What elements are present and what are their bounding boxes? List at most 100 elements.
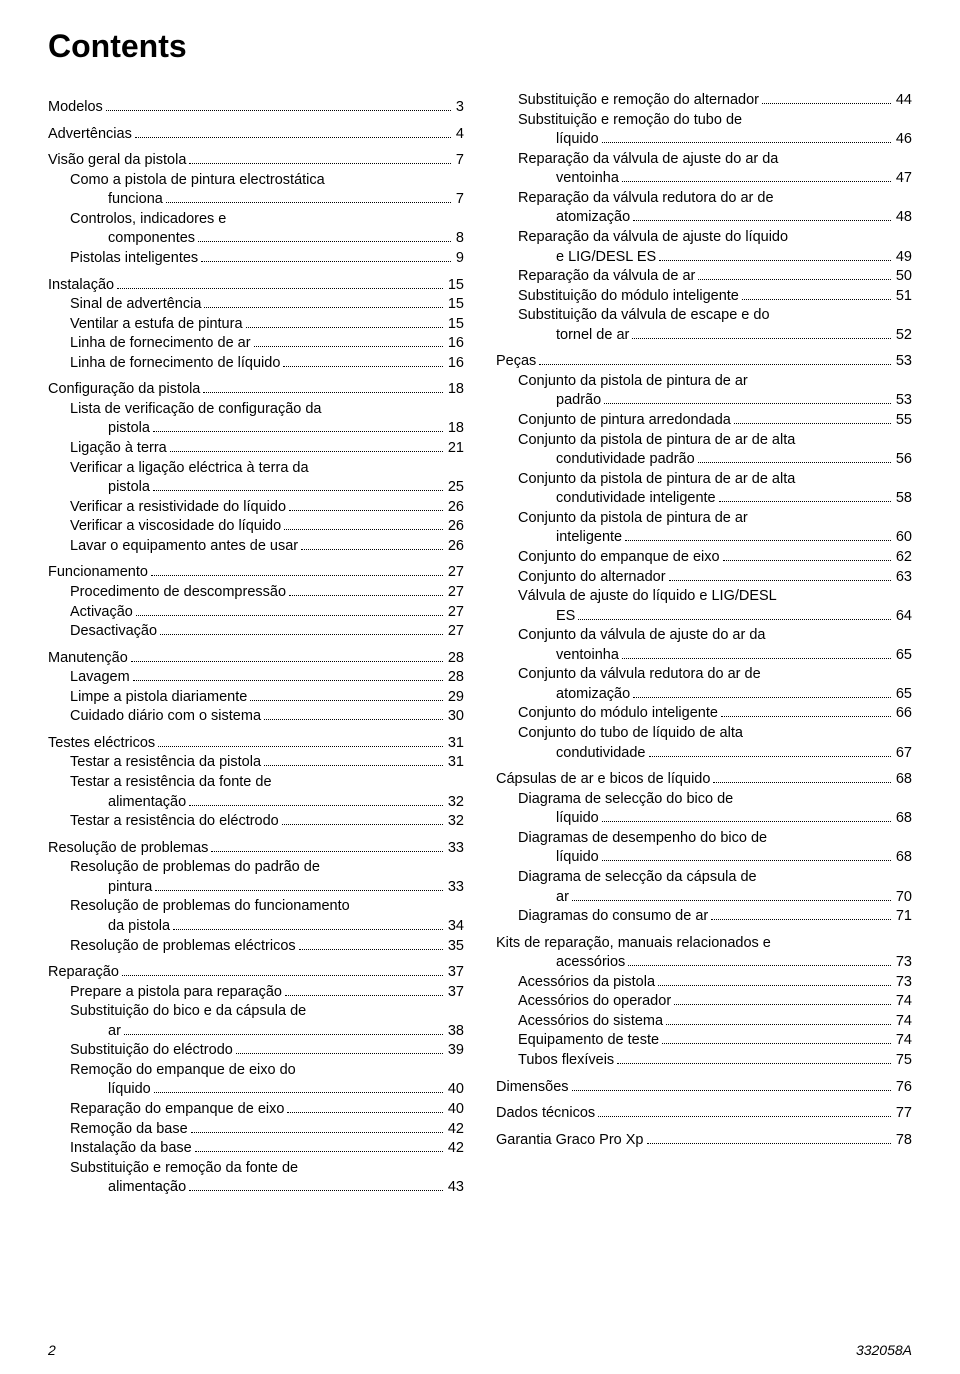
toc-entry: Instalação da base42 [48, 1139, 464, 1159]
toc-label: Reparação da válvula de ar [518, 267, 695, 287]
toc-page: 34 [446, 917, 464, 937]
toc-page: 66 [894, 704, 912, 724]
toc-entry: Acessórios do operador74 [496, 992, 912, 1012]
toc-label: Substituição da válvula de escape e do [518, 306, 770, 326]
toc-page: 40 [446, 1080, 464, 1100]
toc-label: Ligação à terra [70, 439, 167, 459]
toc-entry: Conjunto da válvula redutora do ar de [496, 665, 912, 685]
toc-leader [198, 241, 451, 242]
toc-entry: Conjunto do alternador63 [496, 568, 912, 588]
toc-page: 63 [894, 568, 912, 588]
toc-page: 7 [454, 190, 464, 210]
toc-page: 9 [454, 249, 464, 269]
toc-label: Conjunto do módulo inteligente [518, 704, 718, 724]
toc-page: 51 [894, 287, 912, 307]
toc-leader [659, 260, 891, 261]
toc-entry: Substituição e remoção da fonte de [48, 1159, 464, 1179]
toc-page: 37 [446, 983, 464, 1003]
toc-entry: Instalação15 [48, 276, 464, 296]
toc-entry-continuation: acessórios73 [496, 953, 912, 973]
toc-page: 21 [446, 439, 464, 459]
toc-label: Substituição do bico e da cápsula de [70, 1002, 306, 1022]
toc-label: Prepare a pistola para reparação [70, 983, 282, 1003]
toc-leader [632, 338, 891, 339]
toc-leader [285, 995, 443, 996]
toc-column-right: Substituição e remoção do alternador44Su… [496, 91, 912, 1198]
toc-leader [287, 1112, 442, 1113]
toc-label: Reparação da válvula de ajuste do ar da [518, 150, 778, 170]
toc-entry: Dados técnicos77 [496, 1104, 912, 1124]
toc-label: Substituição do módulo inteligente [518, 287, 739, 307]
toc-page: 77 [894, 1104, 912, 1124]
toc-entry: Substituição da válvula de escape e do [496, 306, 912, 326]
toc-label-cont: e LIG/DESL ES [556, 248, 656, 268]
toc-page: 27 [446, 603, 464, 623]
toc-page: 29 [446, 688, 464, 708]
toc-entry: Lavagem 28 [48, 668, 464, 688]
toc-label: Lista de verificação de configuração da [70, 400, 322, 420]
toc-page: 15 [446, 295, 464, 315]
toc-label: Substituição e remoção do alternador [518, 91, 759, 111]
toc-entry-continuation: inteligente60 [496, 528, 912, 548]
toc-entry: Conjunto do tubo de líquido de alta [496, 724, 912, 744]
toc-entry: Verificar a resistividade do líquido26 [48, 498, 464, 518]
toc-entry: Como a pistola de pintura electrostática [48, 171, 464, 191]
toc-label: Diagrama de selecção do bico de [518, 790, 733, 810]
toc-entry-continuation: da pistola34 [48, 917, 464, 937]
toc-leader [254, 346, 443, 347]
toc-label: Linha de fornecimento de líquido [70, 354, 280, 374]
toc-entry: Resolução de problemas33 [48, 839, 464, 859]
toc-label: Lavagem [70, 668, 130, 688]
toc-entry: Activação27 [48, 603, 464, 623]
toc-entry-continuation: condutividade padrão56 [496, 450, 912, 470]
toc-label-cont: ventoinha [556, 169, 619, 189]
toc-page: 68 [894, 809, 912, 829]
toc-label-cont: tornel de ar [556, 326, 629, 346]
toc-entry: Controlos, indicadores e [48, 210, 464, 230]
toc-leader [189, 1190, 443, 1191]
toc-label: Testar a resistência da fonte de [70, 773, 272, 793]
toc-entry: Ventilar a estufa de pintura15 [48, 315, 464, 335]
toc-entry: Reparação da válvula redutora do ar de [496, 189, 912, 209]
toc-leader [264, 765, 443, 766]
toc-page: 73 [894, 973, 912, 993]
toc-entry: Linha de fornecimento de líquido16 [48, 354, 464, 374]
toc-entry: Cuidado diário com o sistema30 [48, 707, 464, 727]
toc-entry: Sinal de advertência15 [48, 295, 464, 315]
toc-entry-continuation: funciona7 [48, 190, 464, 210]
toc-page: 18 [446, 380, 464, 400]
toc-label-cont: ES [556, 607, 575, 627]
toc-leader [151, 575, 443, 576]
toc-leader [658, 985, 891, 986]
toc-label-cont: atomização [556, 685, 630, 705]
toc-entry: Linha de fornecimento de ar16 [48, 334, 464, 354]
toc-label: Verificar a ligação eléctrica à terra da [70, 459, 309, 479]
toc-leader [734, 423, 891, 424]
toc-label: Resolução de problemas eléctricos [70, 937, 296, 957]
toc-label: Cápsulas de ar e bicos de líquido [496, 770, 710, 790]
toc-label-cont: acessórios [556, 953, 625, 973]
toc-page: 28 [446, 668, 464, 688]
toc-label: Verificar a viscosidade do líquido [70, 517, 281, 537]
toc-label: Controlos, indicadores e [70, 210, 226, 230]
toc-leader [662, 1043, 891, 1044]
toc-page: 58 [894, 489, 912, 509]
toc-page: 27 [446, 622, 464, 642]
toc-entry: Procedimento de descompressão27 [48, 583, 464, 603]
toc-label: Conjunto da pistola de pintura de ar de … [518, 431, 795, 451]
toc-entry-continuation: ventoinha 47 [496, 169, 912, 189]
toc-page: 47 [894, 169, 912, 189]
toc-entry-continuation: padrão53 [496, 391, 912, 411]
toc-entry-continuation: líquido68 [496, 848, 912, 868]
toc-page: 28 [446, 649, 464, 669]
toc-entry-continuation: pistola25 [48, 478, 464, 498]
toc-leader [191, 1132, 443, 1133]
toc-columns: Modelos3Advertências4Visão geral da pist… [48, 91, 912, 1198]
toc-leader [622, 181, 891, 182]
toc-entry: Substituição e remoção do tubo de [496, 111, 912, 131]
toc-leader [711, 919, 891, 920]
toc-entry-continuation: líquido40 [48, 1080, 464, 1100]
toc-leader [236, 1053, 443, 1054]
toc-entry: Cápsulas de ar e bicos de líquido68 [496, 770, 912, 790]
toc-column-left: Modelos3Advertências4Visão geral da pist… [48, 91, 464, 1198]
